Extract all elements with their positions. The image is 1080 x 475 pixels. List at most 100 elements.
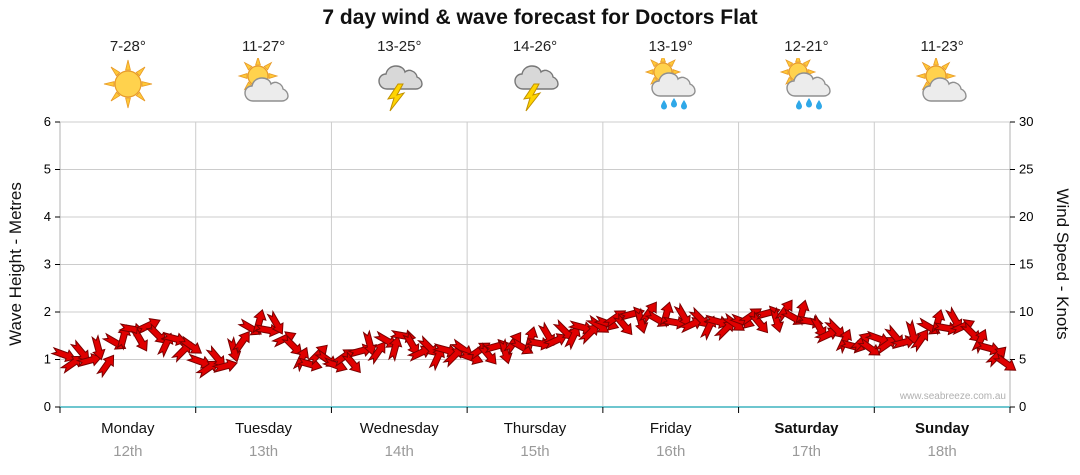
left-tick-label: 1 xyxy=(44,352,51,367)
wind-arrow xyxy=(813,327,840,344)
day-name: Wednesday xyxy=(359,420,439,437)
wind-arrow xyxy=(178,335,203,354)
wind-arrow xyxy=(402,330,420,356)
partly-cloudy-icon xyxy=(237,58,289,102)
left-tick-label: 6 xyxy=(44,114,51,129)
right-tick-label: 20 xyxy=(1019,209,1033,224)
wind-arrow xyxy=(431,343,459,358)
sun-ray xyxy=(649,59,658,68)
sun-ray xyxy=(110,66,121,77)
wind-arrow xyxy=(130,327,148,352)
wind-arrow xyxy=(634,307,649,334)
cloud-path xyxy=(243,77,289,102)
rain-drop xyxy=(660,100,667,110)
wind-arrow xyxy=(542,333,568,350)
wind-arrow xyxy=(266,309,284,335)
wind-arrow xyxy=(498,337,513,365)
wind-arrow xyxy=(769,306,785,334)
wind-arrow xyxy=(567,320,595,335)
wind-arrow xyxy=(388,335,403,363)
wind-arrow xyxy=(211,358,238,373)
sun-ray xyxy=(141,81,152,87)
wind-arrow xyxy=(96,354,115,379)
storm-icon xyxy=(514,65,559,112)
wind-arrow xyxy=(974,341,1002,356)
cloud-shape xyxy=(651,72,696,97)
rain-showers-icon xyxy=(644,58,696,110)
wind-arrow xyxy=(774,299,793,324)
cloud-shape xyxy=(786,72,832,97)
storm-icon xyxy=(378,65,423,112)
sun-ray xyxy=(667,59,676,68)
sunny-icon xyxy=(103,59,152,109)
axis-ticks: 0 1 2 3 4 5 6 0 5 10 15 20 25 30 xyxy=(44,114,1034,414)
wind-arrow xyxy=(367,341,386,365)
wind-arrow xyxy=(195,360,219,379)
left-tick-label: 2 xyxy=(44,304,51,319)
rain-showers-icon xyxy=(780,58,832,110)
wind-arrows xyxy=(50,299,1017,379)
right-tick-label: 25 xyxy=(1019,162,1033,177)
sun-ray xyxy=(644,69,654,75)
wind-arrow xyxy=(945,306,963,331)
day-date: 18th xyxy=(927,443,957,460)
wind-arrow xyxy=(910,329,929,353)
cloud-path xyxy=(651,72,696,97)
rain-drop xyxy=(816,100,823,110)
left-tick-label: 5 xyxy=(44,162,51,177)
wind-arrow xyxy=(186,353,213,369)
sun-ray xyxy=(941,61,951,71)
day-date: 16th xyxy=(656,443,686,460)
day-date: 14th xyxy=(384,443,414,460)
sun-ray xyxy=(110,91,121,102)
left-axis-label: Wave Height - Metres xyxy=(6,182,25,346)
sun-ray xyxy=(946,73,957,79)
cloud-shape xyxy=(243,77,289,102)
wind-arrow xyxy=(362,329,377,356)
wind-arrow xyxy=(659,301,674,328)
day-temperature: 13-25° xyxy=(377,38,422,55)
cloud-path xyxy=(514,65,559,90)
cloud-shape xyxy=(922,77,967,102)
sun-ray xyxy=(795,58,802,63)
lightning-bolt xyxy=(522,83,542,112)
day-name: Tuesday xyxy=(235,420,293,437)
day-name: Friday xyxy=(649,420,692,437)
wind-arrow xyxy=(809,313,827,339)
wind-arrow xyxy=(341,350,361,374)
wind-arrow xyxy=(992,352,1017,371)
sun-ray xyxy=(124,97,131,109)
sun-disc xyxy=(114,70,142,98)
sun-ray xyxy=(785,59,794,68)
day-name: Saturday xyxy=(774,420,839,437)
right-tick-label: 5 xyxy=(1019,352,1026,367)
sun-ray xyxy=(243,61,253,71)
rain-drop xyxy=(806,98,813,108)
wind-arrow xyxy=(564,325,581,351)
day-date: 15th xyxy=(520,443,550,460)
wind-arrow xyxy=(170,341,193,363)
right-axis-label: Wind Speed - Knots xyxy=(1053,188,1072,340)
day-temperature: 12-21° xyxy=(784,38,829,55)
sun-ray xyxy=(135,91,146,102)
wind-arrow xyxy=(69,339,90,362)
wind-arrow xyxy=(795,299,810,326)
cloud-path xyxy=(786,72,832,97)
chart-title: 7 day wind & wave forecast for Doctors F… xyxy=(322,6,758,29)
cloud-shape xyxy=(378,65,423,90)
right-tick-label: 10 xyxy=(1019,304,1033,319)
sun-ray xyxy=(254,58,261,66)
wind-arrow xyxy=(873,336,898,355)
wind-arrow xyxy=(864,330,891,346)
lightning-bolt xyxy=(387,83,406,112)
rain-drop xyxy=(680,100,687,110)
wind-arrow xyxy=(638,301,657,326)
wind-arrow xyxy=(252,309,267,336)
day-name: Sunday xyxy=(915,420,970,437)
sun-ray xyxy=(915,73,926,79)
sun-ray xyxy=(921,61,931,71)
day-temperature: 11-27° xyxy=(241,38,286,55)
sun-ray xyxy=(659,58,666,63)
